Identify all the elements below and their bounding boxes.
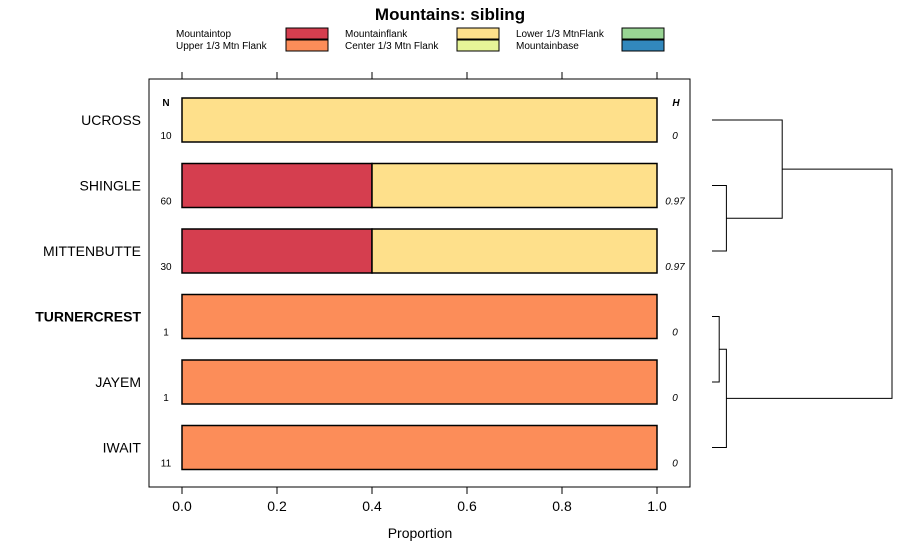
bar-segment [181,293,658,340]
bar-segment [371,228,658,274]
x-tick-label: 0.4 [362,498,382,514]
x-tick-label: 0.2 [267,498,287,514]
legend-label: Lower 1/3 MtnFlank [516,29,605,40]
bar-segment [181,162,373,209]
legend-swatch [456,27,500,40]
x-tick-label: 0.0 [172,498,192,514]
n-value: 1 [163,393,169,404]
legend-label: Mountaintop [176,29,231,40]
h-value: 0.97 [665,197,685,208]
bar-segment [181,228,373,274]
bar-segment [181,359,658,405]
h-value: 0 [672,131,678,142]
legend-swatch [621,27,665,40]
n-value: 11 [161,459,172,470]
n-header: N [162,98,169,109]
category-label: JAYEM [95,374,141,390]
dendrogram [712,119,893,448]
legend-label: Upper 1/3 Mtn Flank [176,41,268,52]
dendrogram-branch [712,119,783,219]
legend-swatch [285,39,329,52]
plot-frame [148,78,691,488]
x-axis: 0.0 0.2 0.4 0.6 0.8 1.0 [172,487,667,514]
legend-label: Mountainflank [345,29,408,40]
h-header: H [672,98,680,109]
legend-swatch [621,39,665,52]
dendrogram-branch [712,185,727,252]
h-value: 0 [672,459,678,470]
category-label: UCROSS [81,112,141,128]
bar-segment [181,424,658,471]
x-axis-title: Proportion [388,525,453,541]
dendrogram-branch [712,316,720,383]
chart-title: Mountains: sibling [375,5,525,24]
top-ticks [181,72,658,79]
n-value: 1 [163,328,169,339]
legend-label: Mountainbase [516,41,579,52]
category-label: TURNERCREST [35,309,141,325]
legend-label: Center 1/3 Mtn Flank [345,41,439,52]
bar-segment [371,162,658,209]
x-tick-label: 0.6 [457,498,477,514]
n-value: 30 [160,262,172,273]
category-label: IWAIT [103,440,142,456]
h-value: 0.97 [665,262,685,273]
legend-swatch [456,39,500,52]
category-label: SHINGLE [80,178,141,194]
dendrogram-branch [726,168,893,399]
h-value: 0 [672,393,678,404]
h-value: 0 [672,328,678,339]
x-tick-label: 0.8 [552,498,572,514]
category-label: MITTENBUTTE [43,243,141,259]
x-tick-label: 1.0 [647,498,667,514]
bar-segment [181,97,658,143]
bars [181,97,658,471]
n-value: 10 [160,131,172,142]
legend-swatch [285,27,329,40]
n-value: 60 [160,197,172,208]
